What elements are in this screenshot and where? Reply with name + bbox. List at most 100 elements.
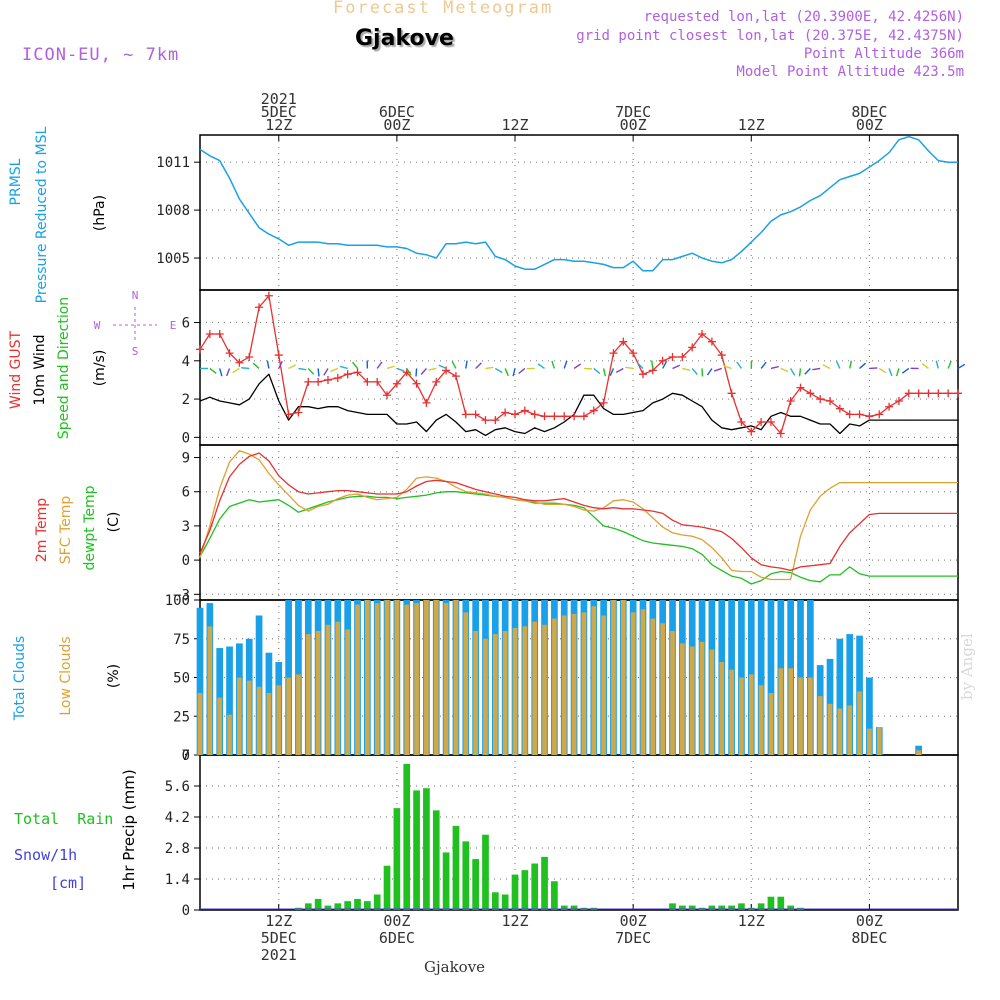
rain-bar [767,896,775,910]
wind-gust-marker [589,406,598,415]
time-label-bottom: 12Z [501,912,528,930]
wind-direction-arrow [551,360,556,369]
wind-direction-arrow [485,366,494,370]
wind-gust-marker [343,370,352,379]
cloud-total-bar [767,600,775,755]
time-label-bottom: 2021 [261,946,297,964]
time-label-bottom: 00Z [620,912,647,930]
cloud-total-bar [836,638,844,755]
rain-bar [344,901,352,910]
cloud-low-bar [778,668,784,755]
wind-gust-marker [678,352,687,361]
wind-direction-arrow [266,360,270,369]
wind-direction-arrow [615,367,624,373]
cloud-low-bar [817,696,823,755]
rain-bar [304,903,312,910]
wind-direction-arrow [736,361,743,369]
point-altitude: Point Altitude 366m [803,46,964,62]
wind-gust-marker [727,389,736,398]
pressure-series-line [199,135,958,272]
time-label-bottom: 12Z [265,912,292,930]
cloud-low-bar [709,649,715,755]
y-tick-label: 7 [182,748,190,764]
wind-direction-arrow [307,367,315,375]
rain-bar [551,881,558,910]
cloud-low-bar [207,626,213,755]
wind-direction-arrow [888,368,893,377]
wind-direction-arrow [330,367,339,373]
y-tick-label: 1011 [156,155,190,171]
wind-direction-arrow [415,368,418,377]
cloud-low-bar [404,604,410,755]
wind-gust-marker [461,410,470,419]
cloud-low-bar [414,603,419,755]
wind-direction-arrow [609,368,615,377]
cloud-total-bar [255,615,263,755]
wind-gust-marker [373,377,382,386]
wind-direction-arrow [563,360,568,369]
compass-e-label: E [170,319,177,332]
temp-dewpt-series-line [199,491,958,585]
rain-bar [364,901,371,910]
model-label: ICON-EU, ~ 7km [22,45,180,65]
rain-bar [403,763,411,910]
y-tick-label: 1.4 [165,872,190,888]
cloud-low-bar [620,600,626,755]
cloud-total-bar [846,634,854,755]
cloud-low-bar [857,691,862,755]
temp-dewpt-label: dewpt Temp [82,485,98,570]
rain-bar [383,865,391,910]
wind-gust-marker [599,398,608,407]
cloud-low-bar [305,634,311,755]
cloud-low-bar [739,677,744,755]
chart-title: Forecast Meteogram [333,0,554,18]
y-tick-label: 4 [182,354,190,370]
cloud-low-bar [502,631,508,755]
time-label-top: 6DEC [379,103,415,121]
wind-direction-arrow [252,362,260,369]
y-tick-label: 4.2 [165,810,190,826]
wind-gust-marker [717,351,726,360]
cloud-low-bar [256,686,262,755]
cloud-low-bar [689,646,695,755]
wind-direction-arrow [475,362,482,369]
wind-direction-arrow [451,361,457,369]
cloud-low-bar [335,621,341,755]
wind-direction-arrow [298,367,307,371]
wind-gust-marker [668,352,677,361]
wind-gust-marker [304,377,313,386]
wind-gust-marker [816,395,825,404]
wind-direction-arrow [317,368,320,377]
panel-frame-temp [199,444,959,601]
wind-direction-arrow [288,364,297,370]
wind-10m-series-line [199,373,958,437]
wind-gust-marker [619,337,628,346]
cloud-low-bar [522,626,528,755]
cloud-low-bar [807,677,813,755]
cloud-total-bar [196,607,204,755]
time-label-bottom: 5DEC [261,929,297,947]
wind-direction-arrow [376,361,383,369]
wind-direction-arrow [428,367,437,371]
rain-bar [482,834,489,910]
wind-gust-marker [235,358,244,367]
y-tick-label: 25 [173,709,190,725]
wind-gust-marker [560,412,569,421]
y-tick-label: 100 [165,593,190,609]
wind-gust-marker [432,377,441,386]
wind-direction-arrow [352,361,359,369]
cloud-low-bar [552,618,557,755]
wind-gust-marker [451,372,460,381]
cloud-low-bar [463,612,469,755]
wind-gust-marker [924,389,933,398]
cloud-low-bar [660,623,666,755]
wind-gust-marker [914,389,923,398]
rain-bar [708,905,716,910]
wind-gust-marker [570,412,579,421]
y-tick-label: 2 [182,392,190,408]
wind-speed-direction-label: Speed and Direction [56,297,72,439]
time-label-top: 00Z [620,116,647,134]
wind-direction-arrow [869,367,878,370]
precip-rain-label: Total Rain [14,810,113,828]
cloud-low-bar [365,600,370,755]
